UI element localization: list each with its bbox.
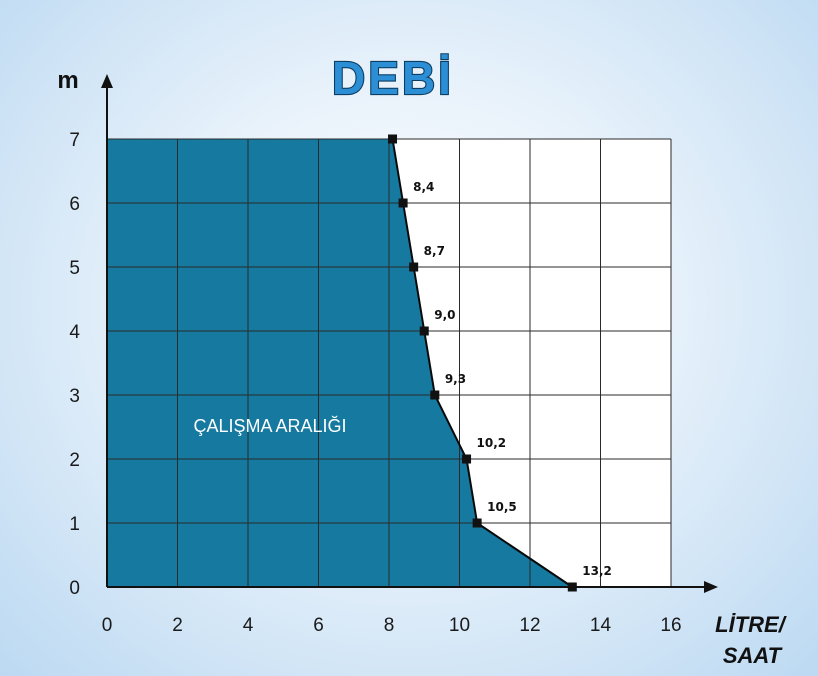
data-label: 9,0 [434, 308, 455, 322]
y-tick-label: 0 [69, 578, 80, 599]
x-tick-label: 4 [243, 615, 254, 636]
data-label: 8,7 [424, 244, 445, 258]
data-point [472, 518, 482, 528]
x-tick-label: 2 [172, 615, 183, 636]
x-axis-label-line1: LİTRE/ [715, 612, 788, 637]
y-tick-label: 5 [69, 258, 80, 279]
data-point [419, 326, 429, 336]
data-label: 10,5 [487, 500, 517, 514]
x-tick-label: 0 [102, 615, 113, 636]
operating-region-fill [107, 139, 573, 587]
plot-area: 0 2 4 6 8 10 12 14 16012345678,48,79,09,310,210,… [69, 74, 718, 636]
x-tick-label: 10 [449, 615, 470, 636]
y-axis-arrow-icon [101, 74, 113, 88]
x-axis-label-line2: SAAT [723, 643, 783, 668]
x-axis-arrow-icon [704, 581, 718, 593]
x-tick-label: 14 [590, 615, 612, 636]
series-line [391, 138, 573, 588]
y-tick-label: 6 [69, 194, 80, 215]
data-label: 13,2 [582, 564, 612, 578]
y-tick-label: 4 [69, 322, 80, 343]
y-tick-label: 3 [69, 386, 80, 407]
data-point [567, 582, 577, 592]
y-tick-label: 1 [69, 514, 80, 535]
x-tick-label: 12 [519, 615, 540, 636]
y-axis-label: m [57, 67, 78, 94]
x-tick-label: 8 [384, 615, 395, 636]
y-tick-label: 2 [69, 450, 80, 471]
data-label: 9,3 [445, 372, 466, 386]
data-point [388, 134, 398, 144]
x-tick-label: 6 [313, 615, 324, 636]
data-label: 8,4 [413, 180, 434, 194]
data-point [462, 454, 472, 464]
y-tick-label: 7 [69, 130, 80, 151]
data-label: 10,2 [477, 436, 507, 450]
data-point [409, 262, 419, 272]
x-tick-label: 16 [660, 615, 681, 636]
chart-title: DEBİ [332, 52, 454, 104]
data-point [430, 390, 440, 400]
operating-region-label: ÇALIŞMA ARALIĞI [193, 415, 346, 436]
data-point [398, 198, 408, 208]
